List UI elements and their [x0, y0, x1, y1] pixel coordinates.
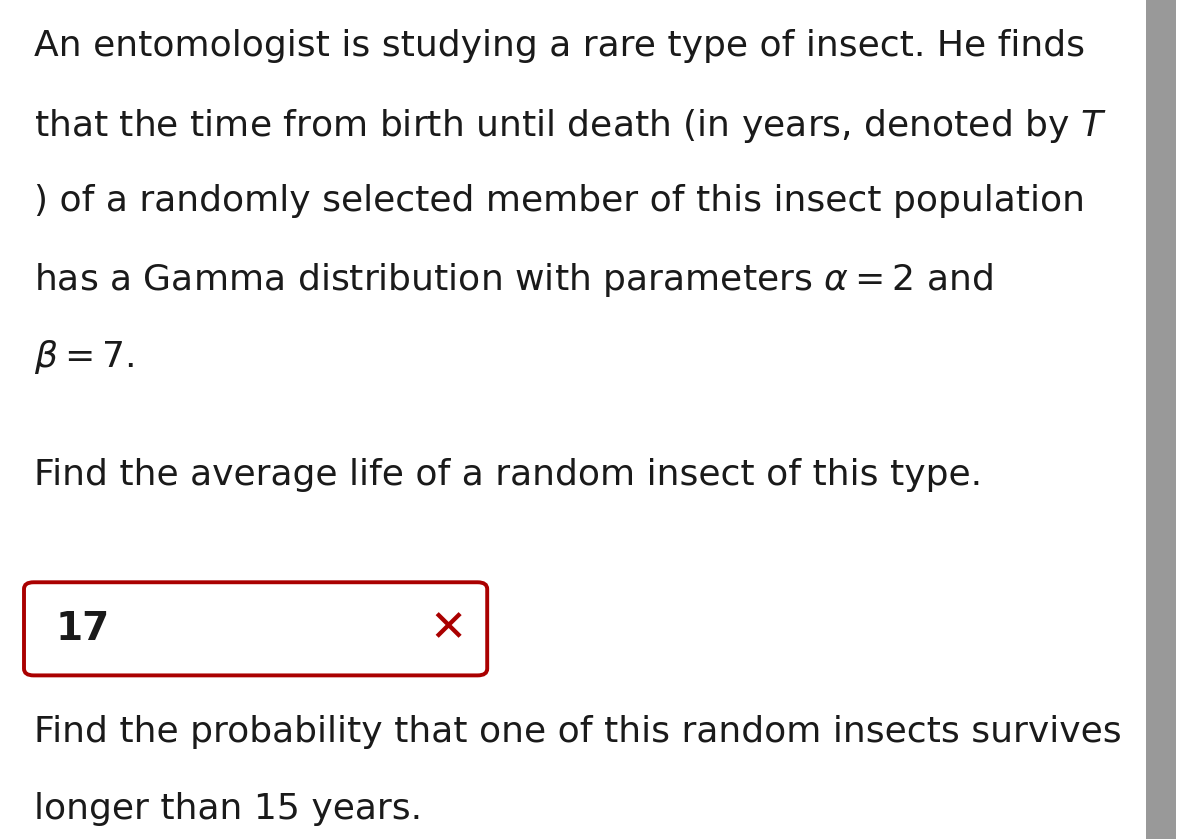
FancyBboxPatch shape: [24, 582, 487, 675]
Text: has a Gamma distribution with parameters $\alpha = 2$ and: has a Gamma distribution with parameters…: [34, 261, 992, 299]
Text: that the time from birth until death (in years, denoted by $T$: that the time from birth until death (in…: [34, 107, 1106, 144]
Text: ✕: ✕: [428, 607, 467, 650]
Text: $\beta = 7$.: $\beta = 7$.: [34, 338, 133, 376]
Text: Find the probability that one of this random insects survives: Find the probability that one of this ra…: [34, 715, 1121, 749]
Bar: [1146, 0, 1176, 839]
Text: ) of a randomly selected member of this insect population: ) of a randomly selected member of this …: [34, 184, 1085, 218]
Text: longer than 15 years.: longer than 15 years.: [34, 792, 421, 826]
Text: An entomologist is studying a rare type of insect. He finds: An entomologist is studying a rare type …: [34, 29, 1085, 64]
Text: Find the average life of a random insect of this type.: Find the average life of a random insect…: [34, 458, 982, 492]
Text: 17: 17: [55, 610, 109, 648]
